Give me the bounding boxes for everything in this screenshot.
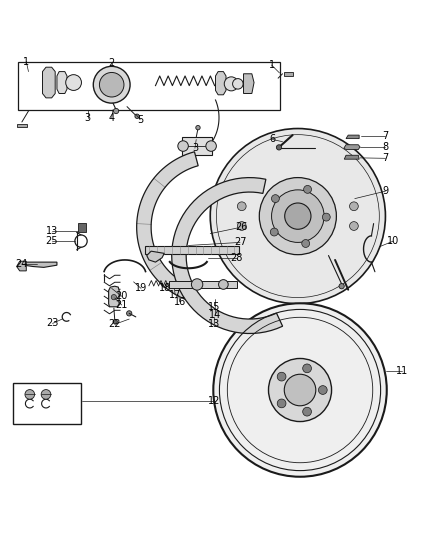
Circle shape bbox=[210, 128, 385, 304]
Circle shape bbox=[272, 190, 324, 243]
Bar bbox=[78, 223, 86, 232]
Circle shape bbox=[303, 364, 311, 373]
Text: 22: 22 bbox=[109, 319, 121, 329]
Text: 17: 17 bbox=[169, 290, 181, 300]
Circle shape bbox=[259, 177, 336, 255]
Text: 4: 4 bbox=[109, 112, 115, 123]
Circle shape bbox=[113, 319, 117, 324]
Circle shape bbox=[284, 374, 316, 406]
Circle shape bbox=[303, 407, 311, 416]
Circle shape bbox=[206, 141, 216, 151]
Circle shape bbox=[233, 78, 243, 89]
Bar bbox=[182, 138, 212, 155]
Circle shape bbox=[213, 303, 387, 477]
Text: 28: 28 bbox=[230, 253, 243, 263]
Text: 5: 5 bbox=[137, 115, 143, 125]
Text: 26: 26 bbox=[236, 222, 248, 232]
Circle shape bbox=[25, 390, 35, 399]
Circle shape bbox=[318, 386, 327, 394]
Circle shape bbox=[272, 195, 279, 203]
Circle shape bbox=[99, 72, 124, 97]
Polygon shape bbox=[137, 152, 198, 300]
Circle shape bbox=[277, 372, 286, 381]
Circle shape bbox=[219, 280, 228, 289]
Text: 12: 12 bbox=[208, 397, 221, 406]
Circle shape bbox=[224, 77, 238, 91]
Polygon shape bbox=[42, 67, 55, 98]
Polygon shape bbox=[346, 135, 359, 139]
Text: 18: 18 bbox=[159, 284, 172, 293]
Circle shape bbox=[268, 359, 332, 422]
Circle shape bbox=[276, 145, 282, 150]
Text: 10: 10 bbox=[387, 236, 399, 246]
Bar bbox=[13, 383, 81, 424]
Polygon shape bbox=[215, 71, 226, 95]
Polygon shape bbox=[344, 155, 359, 159]
Polygon shape bbox=[57, 71, 67, 93]
Text: 24: 24 bbox=[16, 260, 28, 269]
Circle shape bbox=[304, 185, 311, 193]
Bar bbox=[284, 72, 293, 76]
Circle shape bbox=[66, 75, 81, 91]
Text: 3: 3 bbox=[192, 143, 198, 154]
Text: 8: 8 bbox=[382, 142, 389, 152]
Polygon shape bbox=[147, 251, 164, 262]
Text: 13: 13 bbox=[46, 225, 58, 236]
Circle shape bbox=[350, 202, 358, 211]
Circle shape bbox=[127, 311, 132, 316]
Polygon shape bbox=[17, 261, 26, 271]
Text: 9: 9 bbox=[382, 186, 389, 196]
Circle shape bbox=[285, 203, 311, 229]
Text: 21: 21 bbox=[116, 300, 128, 310]
Text: 13: 13 bbox=[208, 319, 220, 329]
Circle shape bbox=[113, 108, 119, 114]
Bar bbox=[17, 124, 27, 127]
Text: 2: 2 bbox=[109, 58, 115, 68]
Bar bbox=[169, 281, 237, 287]
Circle shape bbox=[93, 66, 130, 103]
Text: 1: 1 bbox=[23, 56, 29, 67]
Bar bbox=[18, 61, 280, 110]
Circle shape bbox=[322, 213, 330, 221]
Text: 7: 7 bbox=[382, 132, 389, 141]
Circle shape bbox=[350, 222, 358, 230]
Text: 23: 23 bbox=[46, 318, 59, 328]
Text: 7: 7 bbox=[382, 154, 389, 163]
Polygon shape bbox=[24, 262, 57, 268]
Circle shape bbox=[339, 284, 344, 289]
Text: 19: 19 bbox=[135, 284, 147, 293]
Circle shape bbox=[196, 125, 200, 130]
Circle shape bbox=[178, 141, 188, 151]
Text: 25: 25 bbox=[46, 236, 58, 246]
Text: 16: 16 bbox=[173, 296, 186, 306]
Text: 1: 1 bbox=[268, 60, 275, 70]
Text: 20: 20 bbox=[116, 291, 128, 301]
Polygon shape bbox=[244, 74, 254, 93]
Text: 14: 14 bbox=[208, 310, 221, 320]
Text: 6: 6 bbox=[269, 134, 276, 144]
Bar bbox=[145, 246, 239, 254]
Circle shape bbox=[135, 114, 139, 118]
Text: 15: 15 bbox=[208, 302, 221, 312]
Text: 11: 11 bbox=[396, 366, 408, 376]
Circle shape bbox=[270, 228, 278, 236]
Circle shape bbox=[237, 222, 246, 230]
Circle shape bbox=[277, 399, 286, 408]
Text: 3: 3 bbox=[85, 112, 91, 123]
Polygon shape bbox=[109, 286, 119, 307]
Polygon shape bbox=[344, 145, 360, 150]
Polygon shape bbox=[172, 177, 283, 334]
Circle shape bbox=[111, 295, 117, 300]
Circle shape bbox=[237, 202, 246, 211]
Circle shape bbox=[191, 279, 203, 290]
Text: 27: 27 bbox=[234, 237, 246, 247]
Circle shape bbox=[302, 239, 310, 247]
Circle shape bbox=[41, 390, 51, 399]
